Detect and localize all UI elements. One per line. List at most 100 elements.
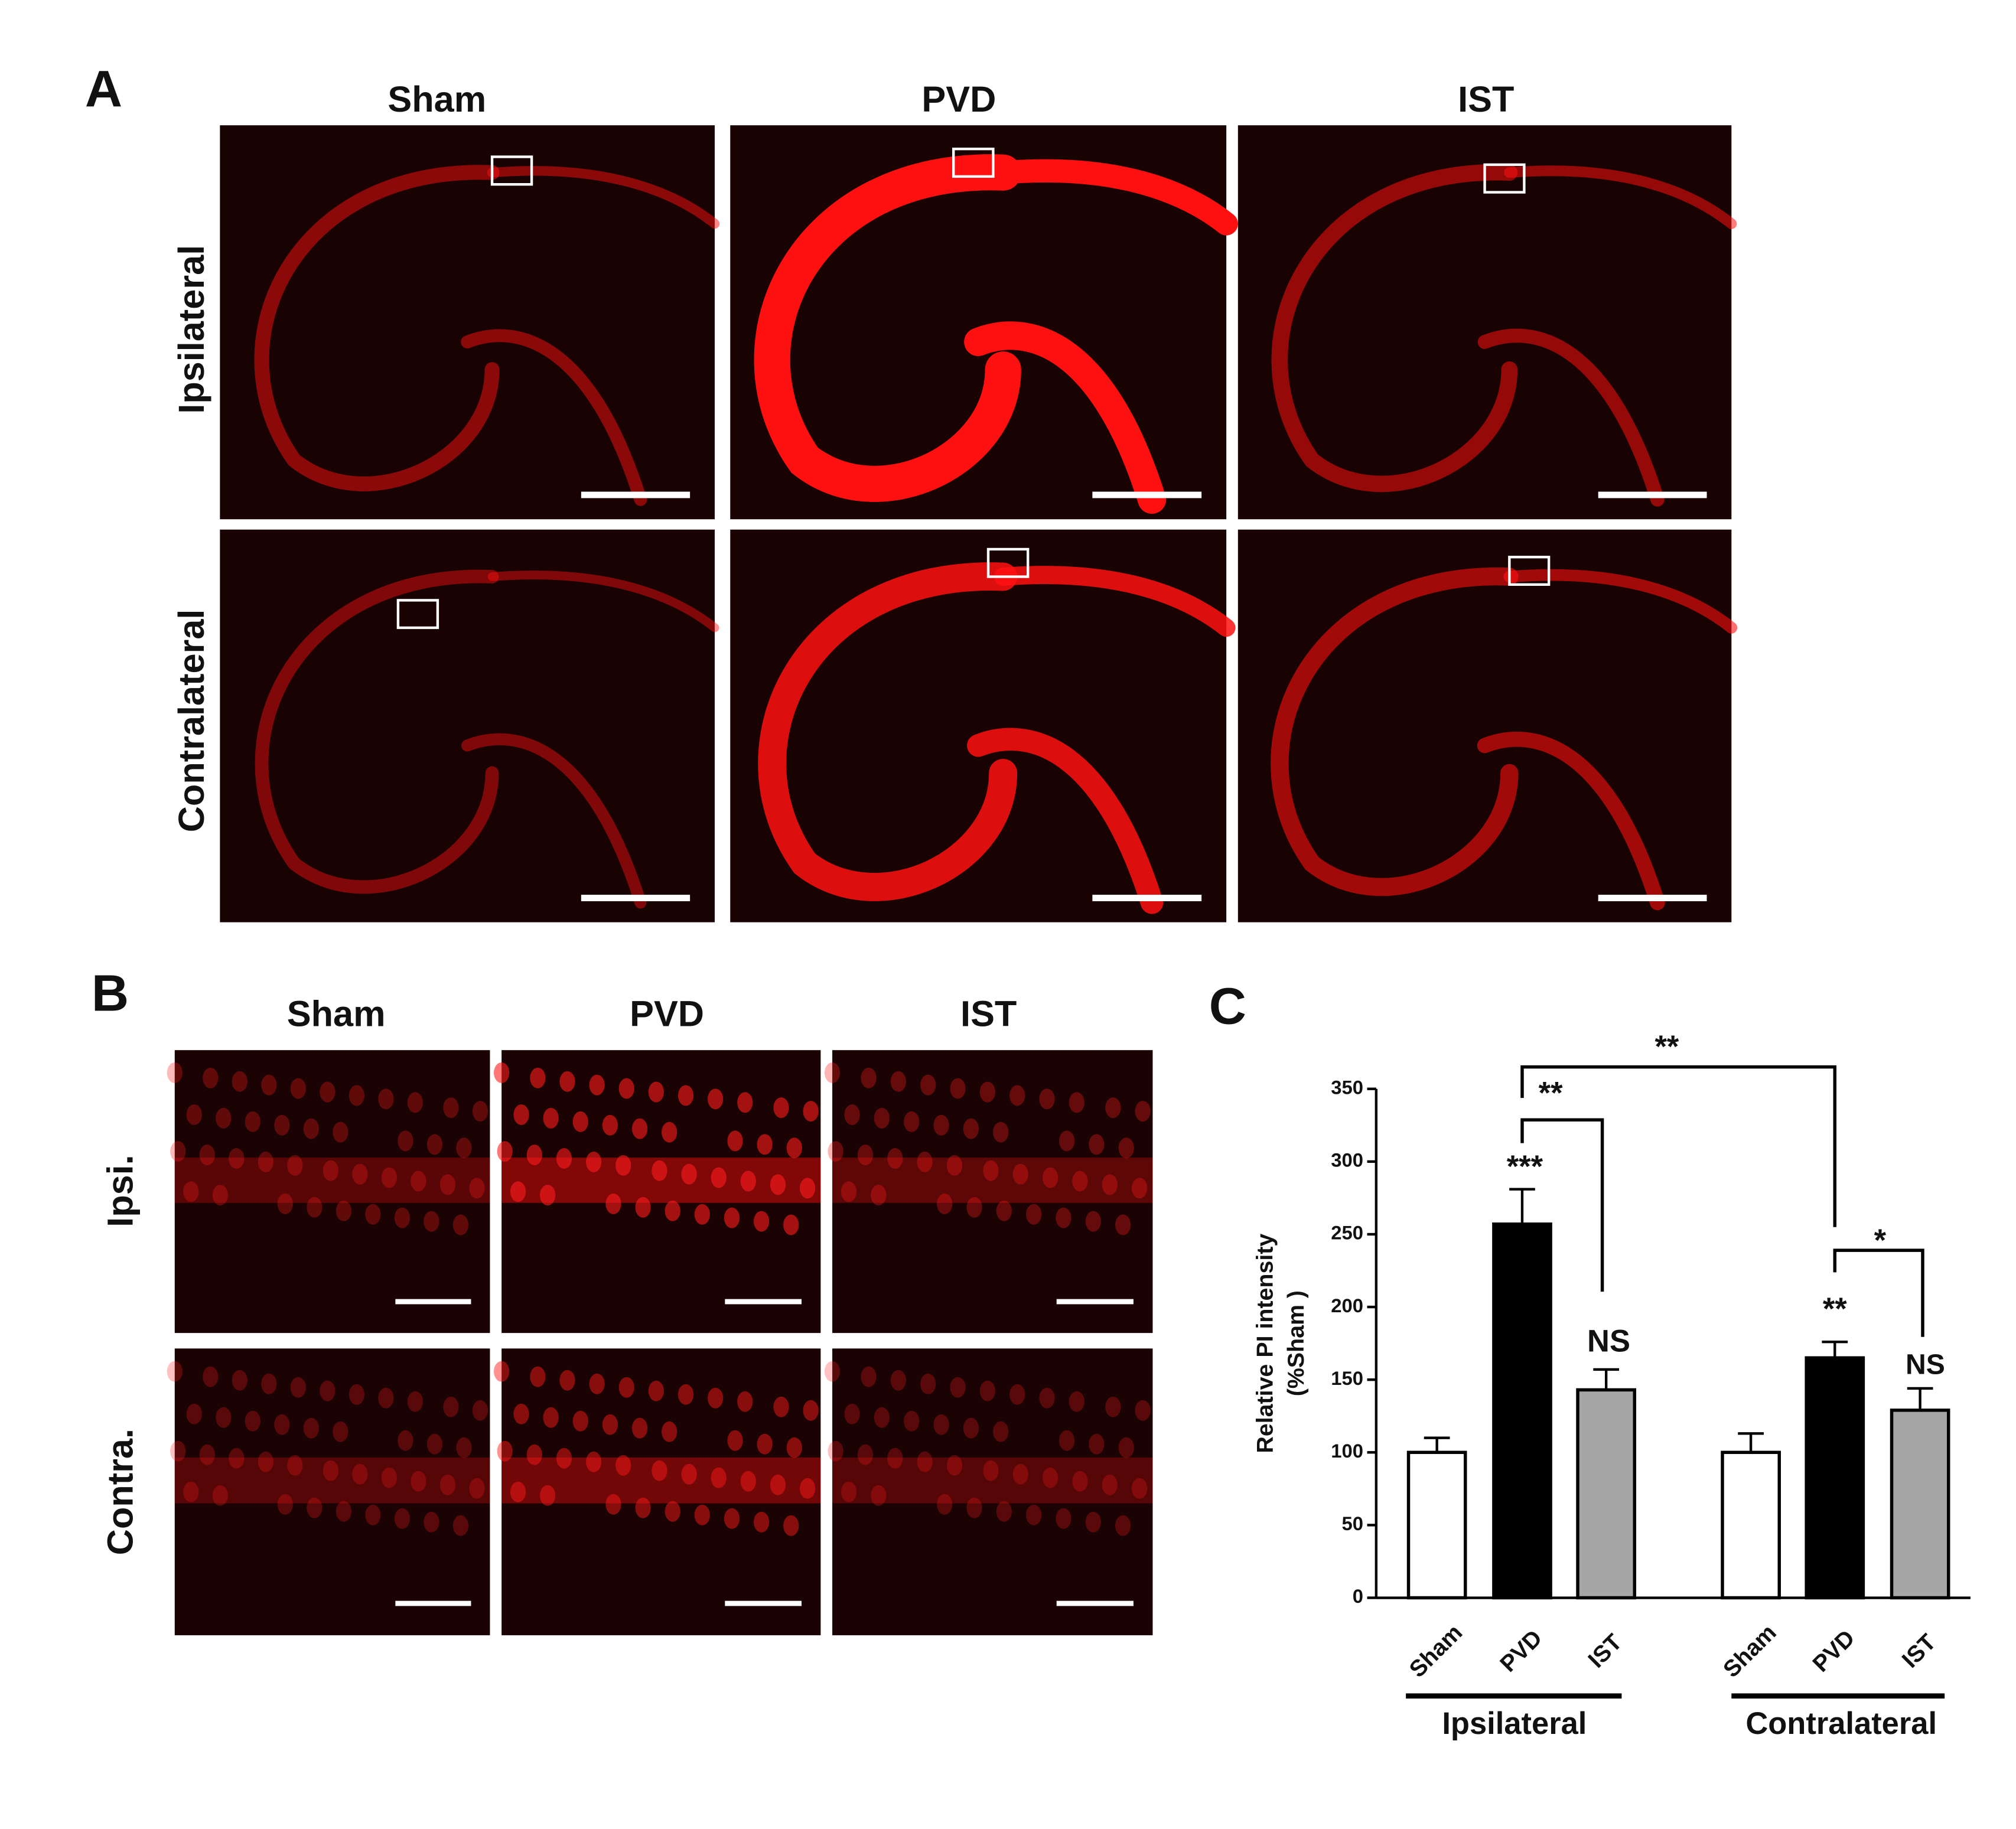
- neuron: [602, 1414, 618, 1435]
- neuron: [494, 1361, 510, 1382]
- neuron: [786, 1137, 802, 1159]
- neuron: [1105, 1396, 1121, 1417]
- neuron: [407, 1092, 424, 1113]
- annotation: **: [1655, 1029, 1679, 1064]
- y-tick-label: 300: [1331, 1149, 1363, 1171]
- neuron: [394, 1508, 411, 1529]
- neuron: [648, 1380, 665, 1401]
- neuron: [917, 1451, 933, 1472]
- neuron: [841, 1181, 857, 1202]
- neuron: [456, 1137, 472, 1159]
- neuron: [979, 1081, 995, 1103]
- neuron: [665, 1501, 680, 1522]
- y-tick-label: 0: [1353, 1585, 1363, 1607]
- neuron: [773, 1396, 789, 1417]
- neuron: [1056, 1207, 1071, 1228]
- neuron: [890, 1071, 907, 1092]
- neuron: [352, 1163, 368, 1185]
- neuron: [513, 1403, 529, 1424]
- neuron: [1039, 1088, 1055, 1110]
- dentate-gyrus: [1477, 732, 1665, 911]
- y-tick-label: 250: [1331, 1222, 1363, 1244]
- neuron: [398, 1130, 413, 1152]
- neuron: [452, 1515, 469, 1536]
- column-header: Sham: [387, 79, 486, 119]
- neuron: [799, 1178, 816, 1199]
- neuron: [365, 1504, 381, 1525]
- neuron: [585, 1151, 602, 1172]
- dentate-gyrus: [461, 733, 647, 909]
- roi-box: [490, 155, 533, 186]
- cell-layer: [1271, 567, 1519, 896]
- neuron: [1102, 1474, 1118, 1495]
- neuron: [439, 1174, 456, 1195]
- neuron: [618, 1377, 634, 1398]
- neuron: [559, 1370, 575, 1391]
- row-header: Ipsilateral: [171, 245, 211, 414]
- neuron: [937, 1494, 953, 1515]
- neuron: [443, 1097, 459, 1119]
- scale-bar: [581, 895, 691, 902]
- neuron: [602, 1114, 618, 1136]
- panel-label: A: [85, 60, 122, 118]
- neuron: [635, 1497, 651, 1518]
- neuron: [1042, 1167, 1059, 1188]
- neuron: [261, 1373, 277, 1394]
- neuron: [307, 1497, 323, 1518]
- neuron: [469, 1478, 485, 1499]
- neuron: [648, 1081, 665, 1103]
- neuron: [708, 1088, 724, 1110]
- neuron: [993, 1421, 1009, 1442]
- roi-box: [1508, 556, 1551, 586]
- neuron: [770, 1174, 786, 1195]
- neuron: [757, 1134, 773, 1155]
- bar: [1576, 1388, 1637, 1600]
- pyramidal-layer: [832, 1158, 1153, 1203]
- neuron: [497, 1440, 513, 1462]
- neuron: [469, 1178, 485, 1199]
- neuron: [494, 1062, 510, 1083]
- significance-bracket: [1833, 1248, 1924, 1337]
- neuron: [874, 1407, 890, 1428]
- dentate-gyrus: [964, 321, 1167, 514]
- neuron: [740, 1171, 756, 1192]
- neuron: [783, 1214, 799, 1235]
- neuron: [753, 1511, 770, 1533]
- neuron: [737, 1092, 753, 1113]
- scale-bar: [395, 1600, 471, 1606]
- neuron: [287, 1455, 303, 1476]
- group-label: Ipsilateral: [1442, 1706, 1587, 1741]
- neuron: [320, 1081, 336, 1103]
- neuron: [824, 1062, 841, 1083]
- neuron: [635, 1196, 651, 1218]
- neuron: [773, 1097, 789, 1119]
- neuron: [887, 1148, 903, 1169]
- neuron: [323, 1160, 338, 1181]
- neuron: [229, 1148, 245, 1169]
- pyramidal-layer: [174, 1457, 490, 1504]
- neuron: [411, 1471, 426, 1492]
- neuron: [424, 1211, 439, 1232]
- neuron: [711, 1467, 727, 1488]
- neuron: [950, 1078, 966, 1099]
- neuron: [904, 1410, 920, 1432]
- neuron: [274, 1414, 290, 1435]
- bar: [1721, 1450, 1781, 1600]
- neuron: [365, 1204, 381, 1225]
- neuron: [290, 1377, 306, 1398]
- neuron: [336, 1200, 352, 1221]
- neuron: [799, 1478, 816, 1499]
- neuron: [946, 1455, 963, 1476]
- neuron: [861, 1067, 877, 1088]
- neuron: [1118, 1137, 1134, 1159]
- neuron: [539, 1185, 556, 1206]
- neuron: [753, 1211, 770, 1232]
- neuron: [245, 1111, 260, 1132]
- neuron: [1026, 1504, 1042, 1525]
- neuron: [472, 1101, 488, 1122]
- scale-bar: [1092, 491, 1202, 498]
- neuron: [937, 1193, 953, 1214]
- cell-layer: [758, 562, 1018, 901]
- neuron: [662, 1421, 678, 1442]
